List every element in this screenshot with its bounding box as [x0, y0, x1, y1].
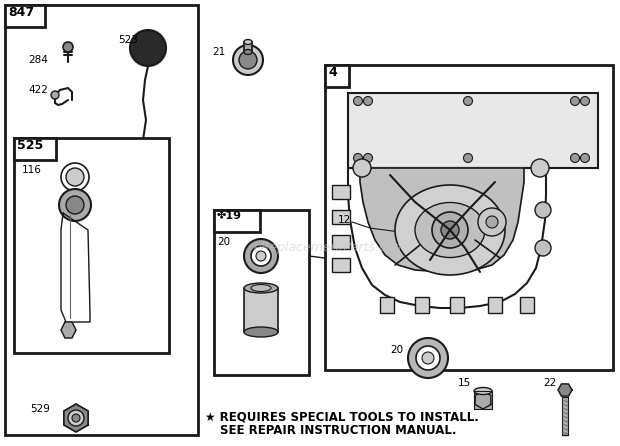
- Bar: [325, 65, 613, 370]
- Text: 523: 523: [118, 35, 138, 45]
- Text: 12: 12: [338, 215, 352, 225]
- Bar: [332, 210, 350, 224]
- Circle shape: [580, 96, 590, 106]
- Ellipse shape: [244, 40, 252, 45]
- Text: 525: 525: [17, 139, 43, 152]
- Ellipse shape: [415, 202, 485, 257]
- Polygon shape: [348, 168, 546, 308]
- Circle shape: [68, 410, 84, 426]
- Text: 20: 20: [217, 237, 230, 247]
- Text: 4: 4: [328, 66, 337, 79]
- Circle shape: [422, 352, 434, 364]
- Polygon shape: [558, 384, 572, 396]
- Text: 22: 22: [543, 378, 556, 388]
- Bar: [332, 185, 350, 199]
- Text: 15: 15: [458, 378, 471, 388]
- Ellipse shape: [244, 50, 252, 54]
- Text: 847: 847: [8, 6, 34, 19]
- Text: 116: 116: [22, 165, 42, 175]
- Bar: [415, 297, 429, 313]
- Circle shape: [353, 159, 371, 177]
- Bar: [244, 288, 278, 332]
- Bar: [332, 235, 350, 249]
- Circle shape: [239, 51, 257, 69]
- Polygon shape: [475, 391, 491, 409]
- Circle shape: [251, 246, 271, 266]
- Circle shape: [363, 96, 373, 106]
- Bar: [474, 391, 492, 409]
- Circle shape: [63, 42, 73, 52]
- Text: 284: 284: [28, 55, 48, 65]
- Circle shape: [66, 196, 84, 214]
- Circle shape: [244, 239, 278, 273]
- Bar: [450, 297, 464, 313]
- Bar: [348, 93, 598, 168]
- Circle shape: [353, 96, 363, 106]
- Circle shape: [432, 212, 468, 248]
- Text: 529: 529: [30, 404, 50, 414]
- Text: ✤19: ✤19: [217, 211, 242, 221]
- Bar: [244, 42, 252, 52]
- Circle shape: [130, 30, 166, 66]
- Circle shape: [486, 216, 498, 228]
- Polygon shape: [61, 213, 90, 322]
- Circle shape: [580, 153, 590, 162]
- Text: ★ REQUIRES SPECIAL TOOLS TO INSTALL.: ★ REQUIRES SPECIAL TOOLS TO INSTALL.: [205, 410, 479, 423]
- Polygon shape: [64, 404, 88, 432]
- Circle shape: [51, 91, 59, 99]
- Bar: [562, 397, 568, 435]
- Bar: [332, 258, 350, 272]
- Circle shape: [464, 96, 472, 106]
- Circle shape: [59, 189, 91, 221]
- Circle shape: [408, 338, 448, 378]
- Text: 422: 422: [28, 85, 48, 95]
- Ellipse shape: [474, 388, 492, 395]
- Ellipse shape: [395, 185, 505, 275]
- Bar: [5, 5, 45, 27]
- Circle shape: [61, 163, 89, 191]
- Circle shape: [531, 159, 549, 177]
- Bar: [214, 210, 309, 375]
- Bar: [488, 297, 502, 313]
- Polygon shape: [360, 168, 524, 272]
- Text: 21: 21: [212, 47, 225, 57]
- Circle shape: [233, 45, 263, 75]
- Circle shape: [416, 346, 440, 370]
- Polygon shape: [61, 322, 76, 338]
- Ellipse shape: [251, 285, 271, 292]
- Circle shape: [535, 240, 551, 256]
- Circle shape: [570, 153, 580, 162]
- Circle shape: [363, 153, 373, 162]
- Bar: [380, 297, 394, 313]
- Circle shape: [72, 414, 80, 422]
- Circle shape: [256, 251, 266, 261]
- Bar: [14, 138, 169, 353]
- Bar: [214, 210, 260, 232]
- Ellipse shape: [244, 327, 278, 337]
- Circle shape: [441, 221, 459, 239]
- Circle shape: [66, 168, 84, 186]
- Circle shape: [464, 153, 472, 162]
- Bar: [520, 297, 534, 313]
- Text: eReplacementParts.com: eReplacementParts.com: [254, 241, 406, 255]
- Ellipse shape: [244, 283, 278, 293]
- Bar: [14, 138, 56, 160]
- Bar: [325, 65, 349, 87]
- Circle shape: [478, 208, 506, 236]
- Bar: [5, 5, 198, 435]
- Text: 20: 20: [390, 345, 403, 355]
- Circle shape: [535, 202, 551, 218]
- Circle shape: [570, 96, 580, 106]
- Circle shape: [353, 153, 363, 162]
- Text: SEE REPAIR INSTRUCTION MANUAL.: SEE REPAIR INSTRUCTION MANUAL.: [220, 424, 456, 437]
